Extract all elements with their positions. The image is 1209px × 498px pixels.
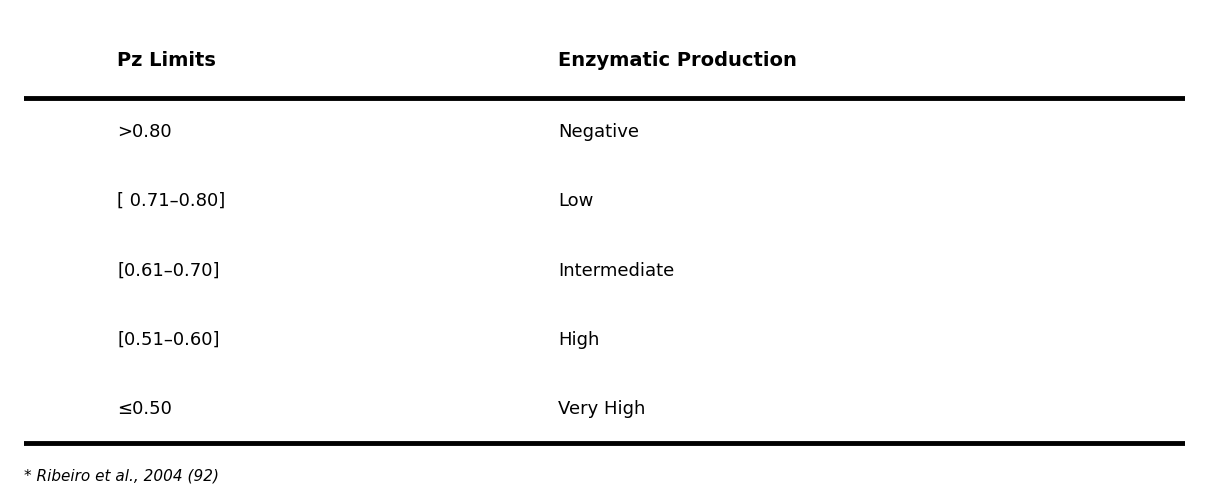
Text: [0.61–0.70]: [0.61–0.70] bbox=[117, 261, 220, 279]
Text: Low: Low bbox=[559, 192, 594, 210]
Text: [ 0.71–0.80]: [ 0.71–0.80] bbox=[117, 192, 225, 210]
Text: [0.51–0.60]: [0.51–0.60] bbox=[117, 331, 220, 349]
Text: Intermediate: Intermediate bbox=[559, 261, 675, 279]
Text: Pz Limits: Pz Limits bbox=[117, 51, 216, 70]
Text: * Ribeiro et al., 2004 (92): * Ribeiro et al., 2004 (92) bbox=[24, 469, 219, 484]
Text: >0.80: >0.80 bbox=[117, 123, 172, 141]
Text: Negative: Negative bbox=[559, 123, 640, 141]
Text: ≤0.50: ≤0.50 bbox=[117, 400, 172, 418]
Text: Enzymatic Production: Enzymatic Production bbox=[559, 51, 797, 70]
Text: Very High: Very High bbox=[559, 400, 646, 418]
Text: High: High bbox=[559, 331, 600, 349]
